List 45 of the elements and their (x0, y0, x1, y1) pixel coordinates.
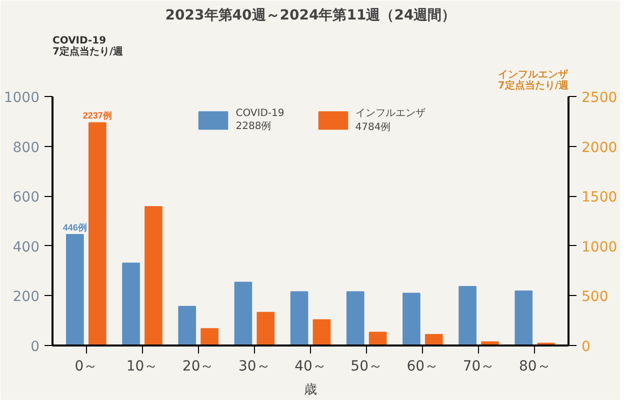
bar (424, 334, 443, 346)
y-tick-label: 1000 (4, 90, 40, 106)
y-tick-label: 0 (30, 339, 40, 355)
y2-tick-label: 0 (582, 339, 590, 355)
y2-tick-label: 1500 (582, 190, 618, 206)
bar (514, 290, 533, 346)
bar (234, 282, 252, 346)
x-axis-title: 歳 (304, 382, 317, 398)
y2-axis-title: インフルエンザ 7定点当たり/週 (498, 68, 570, 92)
y2-tick-label: 2500 (582, 90, 618, 106)
bar (458, 286, 476, 346)
bar (88, 122, 106, 346)
x-tick-label: 60～ (406, 358, 439, 374)
y-tick-label: 400 (12, 239, 40, 256)
y2-tick-label: 1000 (582, 239, 618, 256)
x-tick-label: 80～ (518, 358, 551, 374)
data-label: 446例 (62, 222, 87, 232)
bar (200, 328, 218, 346)
x-tick-label: 20～ (182, 358, 214, 374)
x-tick-label: 70～ (462, 358, 495, 374)
x-tick-label: 50～ (350, 358, 383, 374)
bar (312, 319, 331, 346)
chart-title: 2023年第40週～2024年第11週（24週間） (165, 8, 456, 24)
bar (368, 332, 387, 346)
x-tick-label: 40～ (294, 358, 326, 374)
bar (144, 206, 162, 346)
y-tick-label: 200 (12, 289, 40, 306)
y2-tick-label: 2000 (582, 140, 618, 156)
bar (178, 306, 196, 346)
bar (346, 291, 364, 346)
data-label: 2237例 (82, 110, 112, 121)
bar (290, 291, 308, 346)
y-tick-label: 600 (12, 190, 40, 206)
legend-label: COVID-19 2288例 (236, 108, 284, 132)
y2-tick-label: 500 (582, 289, 608, 306)
x-tick-label: 0～ (74, 358, 98, 374)
bar (402, 292, 420, 346)
bar (66, 234, 84, 346)
bar (122, 262, 140, 346)
x-tick-label: 30～ (238, 358, 270, 374)
x-tick-label: 10～ (126, 358, 158, 374)
y-axis-title: COVID-19 7定点当たり/週 (52, 36, 124, 58)
legend-label: インフルエンザ 4784例 (355, 107, 426, 134)
bar (256, 312, 275, 346)
y-tick-label: 800 (12, 140, 40, 156)
